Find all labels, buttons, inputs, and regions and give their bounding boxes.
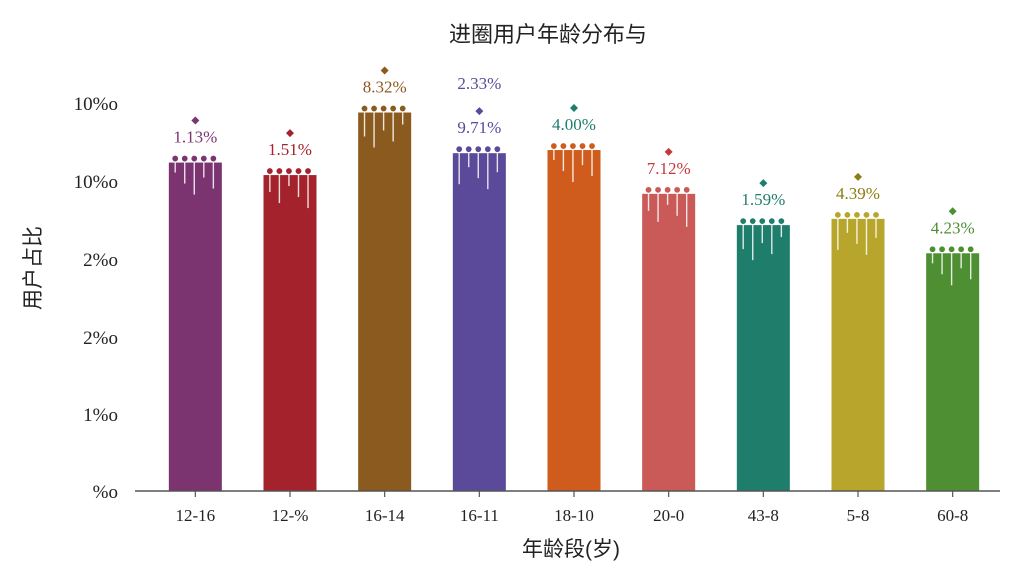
bar	[926, 253, 980, 491]
bar	[831, 218, 885, 491]
outlier-marker	[664, 147, 673, 156]
x-tick-label: 5-8	[847, 506, 870, 525]
bar	[547, 150, 601, 491]
bars	[168, 66, 980, 492]
outlier-marker	[191, 116, 200, 125]
x-tick-label: 20-0	[653, 506, 684, 525]
x-axis-label: 年龄段(岁)	[522, 538, 620, 561]
outlier-marker	[948, 207, 957, 216]
data-label: 8.32%	[363, 78, 407, 97]
x-tick-label: 16-11	[460, 506, 499, 525]
bar-error-marks	[455, 145, 501, 190]
y-tick-label: 2%o	[83, 328, 118, 349]
outlier-marker	[854, 172, 862, 181]
y-axis-label: 用户占比	[22, 226, 45, 310]
data-label: 1.13%	[173, 128, 217, 147]
outlier-marker	[286, 129, 294, 138]
bar	[642, 193, 696, 491]
y-tick-label: 2%o	[83, 250, 118, 271]
y-tick-label: 10%o	[74, 94, 118, 115]
data-label-extra: 2.33%	[457, 74, 501, 93]
x-tick-label: 43-8	[748, 506, 779, 525]
data-labels: 1.13% 1.51% 8.32% 9.71% 4.00% 7.12% 1.59% 4.39%…	[173, 74, 974, 237]
y-tick-label: 1%o	[83, 405, 118, 426]
bar	[168, 162, 222, 491]
y-tick-label: %o	[93, 482, 118, 503]
bar	[736, 225, 790, 491]
bar-error-marks	[834, 211, 880, 255]
data-label: 7.12%	[647, 159, 691, 178]
outlier-marker	[475, 107, 484, 116]
bar	[263, 175, 317, 491]
data-label: 4.00%	[552, 115, 596, 134]
bar-error-marks	[266, 167, 312, 209]
outlier-marker	[380, 66, 389, 75]
data-label: 4.39%	[836, 184, 880, 203]
bar-error-marks	[361, 105, 407, 148]
y-tick-label: 10%o	[74, 172, 118, 193]
x-tick-label: 60-8	[937, 506, 968, 525]
data-label: 9.71%	[457, 118, 501, 137]
chart-title: 进圈用户年龄分布与	[449, 22, 647, 47]
bar-error-marks	[929, 245, 975, 286]
bar-error-marks	[739, 217, 785, 261]
x-tick-label: 12-16	[175, 506, 215, 525]
outlier-marker	[570, 104, 578, 113]
bar-error-marks	[550, 142, 596, 183]
bar-error-marks	[645, 186, 691, 227]
bar	[452, 153, 506, 491]
x-axis-ticks: 12-16 12-% 16-14 16-11 18-10 20-0 43-8 5-8 60-8	[175, 491, 968, 525]
x-tick-label: 12-%	[272, 506, 309, 525]
x-tick-label: 18-10	[554, 506, 594, 525]
outlier-marker	[759, 179, 768, 188]
y-axis-ticks: %o 1%o 2%o 2%o 10%o 10%o	[74, 94, 118, 503]
bar-error-marks	[171, 155, 217, 195]
data-label: 1.59%	[741, 190, 785, 209]
bar	[358, 112, 412, 492]
data-label: 4.23%	[931, 218, 975, 237]
data-label: 1.51%	[268, 140, 312, 159]
x-tick-label: 16-14	[365, 506, 405, 525]
